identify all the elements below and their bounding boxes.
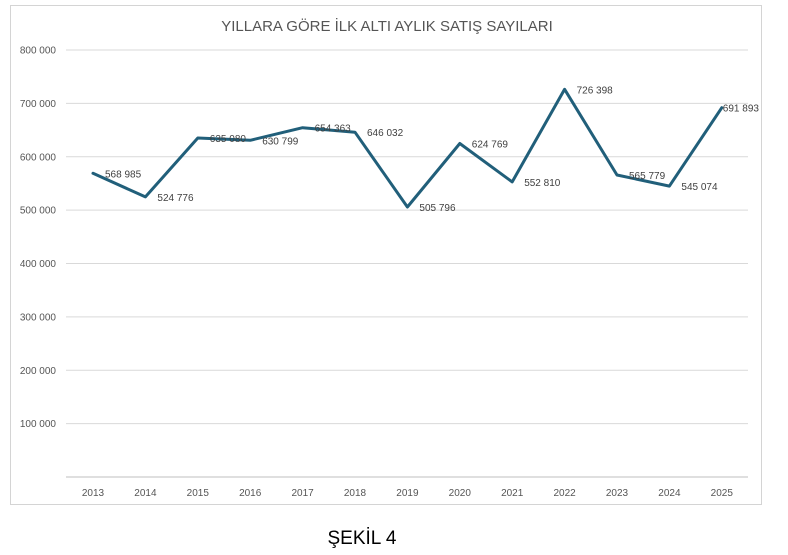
x-tick-label: 2025 <box>711 488 734 499</box>
x-tick-label: 2013 <box>82 488 105 499</box>
x-tick-label: 2020 <box>449 488 472 499</box>
y-tick-label: 100 000 <box>20 419 57 430</box>
x-tick-label: 2019 <box>396 488 419 499</box>
y-tick-label: 400 000 <box>20 259 57 270</box>
y-tick-label: 800 000 <box>20 46 57 57</box>
data-label: 691 893 <box>723 104 760 115</box>
x-tick-label: 2024 <box>658 488 681 499</box>
data-label: 524 776 <box>157 193 194 204</box>
data-label: 635 080 <box>210 134 247 145</box>
x-tick-label: 2023 <box>606 488 629 499</box>
data-label: 565 779 <box>629 171 666 182</box>
x-tick-label: 2022 <box>553 488 576 499</box>
data-label: 726 398 <box>577 85 614 96</box>
data-label: 552 810 <box>524 178 561 189</box>
y-tick-label: 600 000 <box>20 152 57 163</box>
x-tick-label: 2018 <box>344 488 367 499</box>
data-label: 545 074 <box>681 182 718 193</box>
y-tick-label: 500 000 <box>20 206 57 217</box>
x-tick-label: 2016 <box>239 488 262 499</box>
chart-title: YILLARA GÖRE İLK ALTI AYLIK SATIŞ SAYILA… <box>221 17 553 35</box>
x-tick-label: 2017 <box>291 488 314 499</box>
x-tick-label: 2014 <box>134 488 157 499</box>
y-tick-label: 700 000 <box>20 99 57 110</box>
x-tick-label: 2021 <box>501 488 524 499</box>
data-label: 654 363 <box>315 124 352 135</box>
series-line <box>91 87 724 209</box>
line-chart: YILLARA GÖRE İLK ALTI AYLIK SATIŞ SAYILA… <box>20 17 760 499</box>
y-tick-label: 200 000 <box>20 366 57 377</box>
figure-caption: ŞEKİL 4 <box>327 528 397 549</box>
data-label: 568 985 <box>105 169 142 180</box>
data-label: 624 769 <box>472 140 509 151</box>
y-tick-label: 300 000 <box>20 312 57 323</box>
data-label: 505 796 <box>419 203 456 214</box>
data-label: 630 799 <box>262 136 299 147</box>
data-label: 646 032 <box>367 128 404 139</box>
x-tick-label: 2015 <box>187 488 210 499</box>
chart-frame: YILLARA GÖRE İLK ALTI AYLIK SATIŞ SAYILA… <box>10 5 762 505</box>
